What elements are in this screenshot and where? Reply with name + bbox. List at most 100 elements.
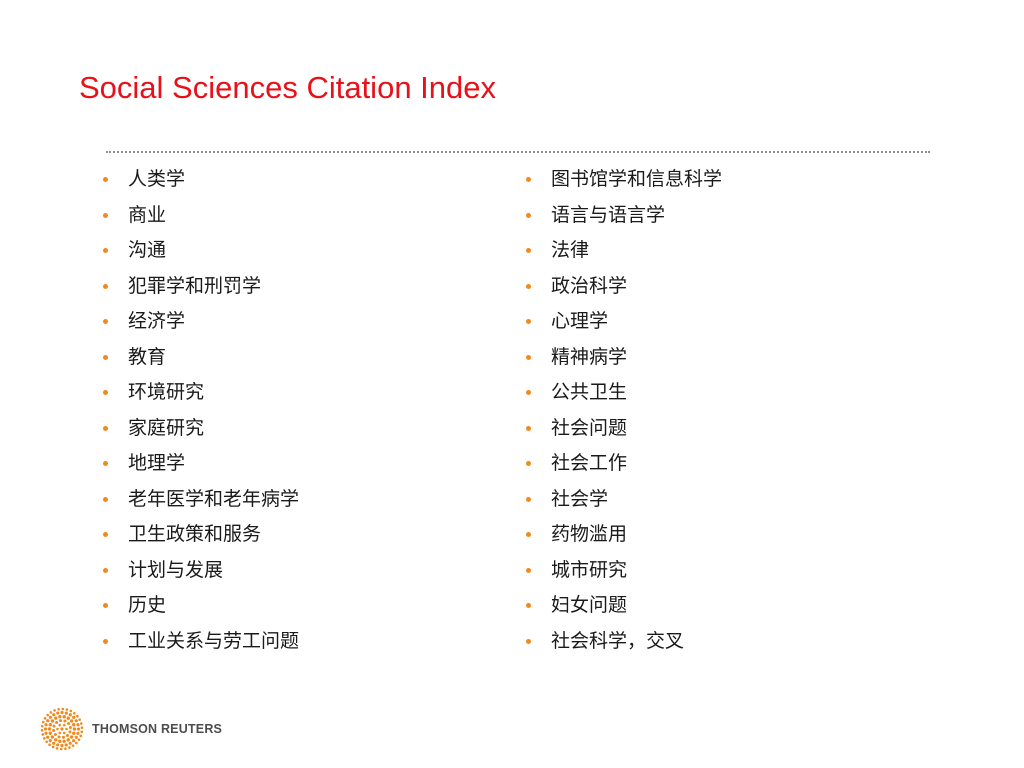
logo-dot (48, 715, 52, 719)
logo-dot (71, 744, 75, 747)
logo-dot (46, 735, 50, 739)
logo-dot (44, 731, 48, 735)
logo-dot (60, 710, 64, 715)
logo-dot (54, 716, 58, 720)
category-label: 社会科学，交叉 (551, 629, 685, 652)
logo-dot (59, 747, 63, 751)
logo-dot (77, 738, 81, 741)
bullet-icon (103, 177, 108, 182)
logo-dot (74, 719, 78, 723)
logo-dot (50, 735, 55, 739)
category-item: 社会问题 (525, 411, 925, 447)
logo-dot (59, 719, 63, 723)
logo-dot (68, 741, 72, 745)
category-label: 商业 (128, 203, 167, 226)
category-item: 药物滥用 (525, 517, 925, 553)
logo-dot (51, 745, 55, 749)
bullet-icon (103, 390, 108, 395)
category-label: 历史 (128, 594, 167, 616)
logo-dot (72, 727, 77, 731)
logo-dot (69, 719, 74, 723)
logo-dot (54, 738, 58, 742)
logo-dot (72, 731, 76, 735)
logo-dot (66, 738, 70, 742)
bullet-icon (103, 496, 108, 502)
category-label: 心理学 (551, 310, 609, 332)
logo-dot (73, 711, 76, 715)
category-label: 公共卫生 (551, 381, 628, 403)
bullet-icon (103, 603, 108, 608)
category-item: 人类学 (102, 162, 482, 198)
bullet-icon (103, 319, 108, 324)
category-item: 犯罪学和刑罚学 (102, 269, 482, 305)
category-label: 卫生政策和服务 (128, 523, 262, 545)
category-label: 妇女问题 (551, 594, 628, 616)
logo-dot (43, 717, 47, 720)
bullet-icon (526, 603, 531, 608)
logo-dot (52, 741, 56, 745)
logo-dot (62, 731, 66, 735)
category-label: 地理学 (128, 452, 186, 474)
category-item: 家庭研究 (102, 411, 482, 447)
category-label: 沟通 (128, 239, 167, 261)
logo-dot (40, 724, 44, 728)
logo-dot (76, 731, 80, 735)
category-label: 工业关系与劳工问题 (128, 629, 300, 652)
logo-dot (44, 723, 48, 727)
thomson-reuters-dot-sphere-icon (40, 707, 84, 751)
bullet-icon (526, 283, 531, 289)
logo-dot (60, 727, 64, 731)
category-label: 语言与语言学 (551, 203, 666, 226)
logo-dot (48, 731, 52, 735)
category-label: 老年医学和老年病学 (128, 487, 300, 510)
logo-dot (69, 709, 73, 713)
category-label: 家庭研究 (128, 416, 205, 439)
logo-text: THOMSON REUTERS (92, 722, 223, 736)
category-list-left: 人类学 商业 沟通 犯罪学和刑罚学 经济学 教育 环境研究 家庭研究 地理学 老年医学和老年病学卫… (102, 162, 482, 659)
logo-dot (40, 729, 44, 732)
bullet-icon (103, 567, 108, 573)
logo-dot (52, 713, 56, 717)
logo-dot (56, 711, 60, 715)
logo-dot (62, 723, 66, 727)
logo-dot (52, 728, 56, 732)
bullet-icon (103, 461, 108, 466)
bullet-icon (526, 212, 531, 218)
bullet-icon (526, 532, 531, 537)
bullet-icon (103, 248, 108, 253)
logo-dot (64, 747, 67, 751)
logo-dot (58, 714, 62, 719)
logo-dot (76, 727, 81, 731)
category-item: 教育 (102, 340, 482, 376)
bullet-icon (526, 638, 531, 644)
title-divider (106, 151, 930, 153)
thomson-reuters-logo: THOMSON REUTERS (40, 707, 223, 751)
logo-dot (69, 735, 74, 739)
category-label: 城市研究 (551, 558, 628, 581)
logo-dot (53, 732, 57, 736)
category-item: 老年医学和老年病学 (102, 482, 482, 518)
category-item: 语言与语言学 (525, 198, 925, 234)
logo-dot (74, 735, 78, 739)
logo-dot (79, 722, 83, 725)
logo-dot (48, 723, 52, 727)
logo-dot (68, 730, 72, 734)
category-item: 城市研究 (525, 553, 925, 589)
logo-dot (65, 727, 68, 731)
logo-dot (57, 707, 60, 711)
logo-dot (64, 743, 68, 747)
logo-dot (61, 707, 65, 711)
logo-dot (76, 714, 79, 718)
logo-dot (50, 719, 55, 723)
logo-dot (43, 737, 46, 740)
category-item: 社会学 (525, 482, 925, 518)
category-label: 社会问题 (551, 416, 628, 439)
bullet-icon (526, 461, 531, 466)
logo-dot (52, 724, 56, 728)
bullet-icon (526, 248, 531, 253)
category-label: 图书馆学和信息科学 (551, 168, 723, 190)
category-item: 沟通 (102, 233, 482, 269)
logo-dot (46, 713, 49, 717)
logo-dot (56, 727, 59, 731)
slide-title: Social Sciences Citation Index (79, 70, 497, 105)
